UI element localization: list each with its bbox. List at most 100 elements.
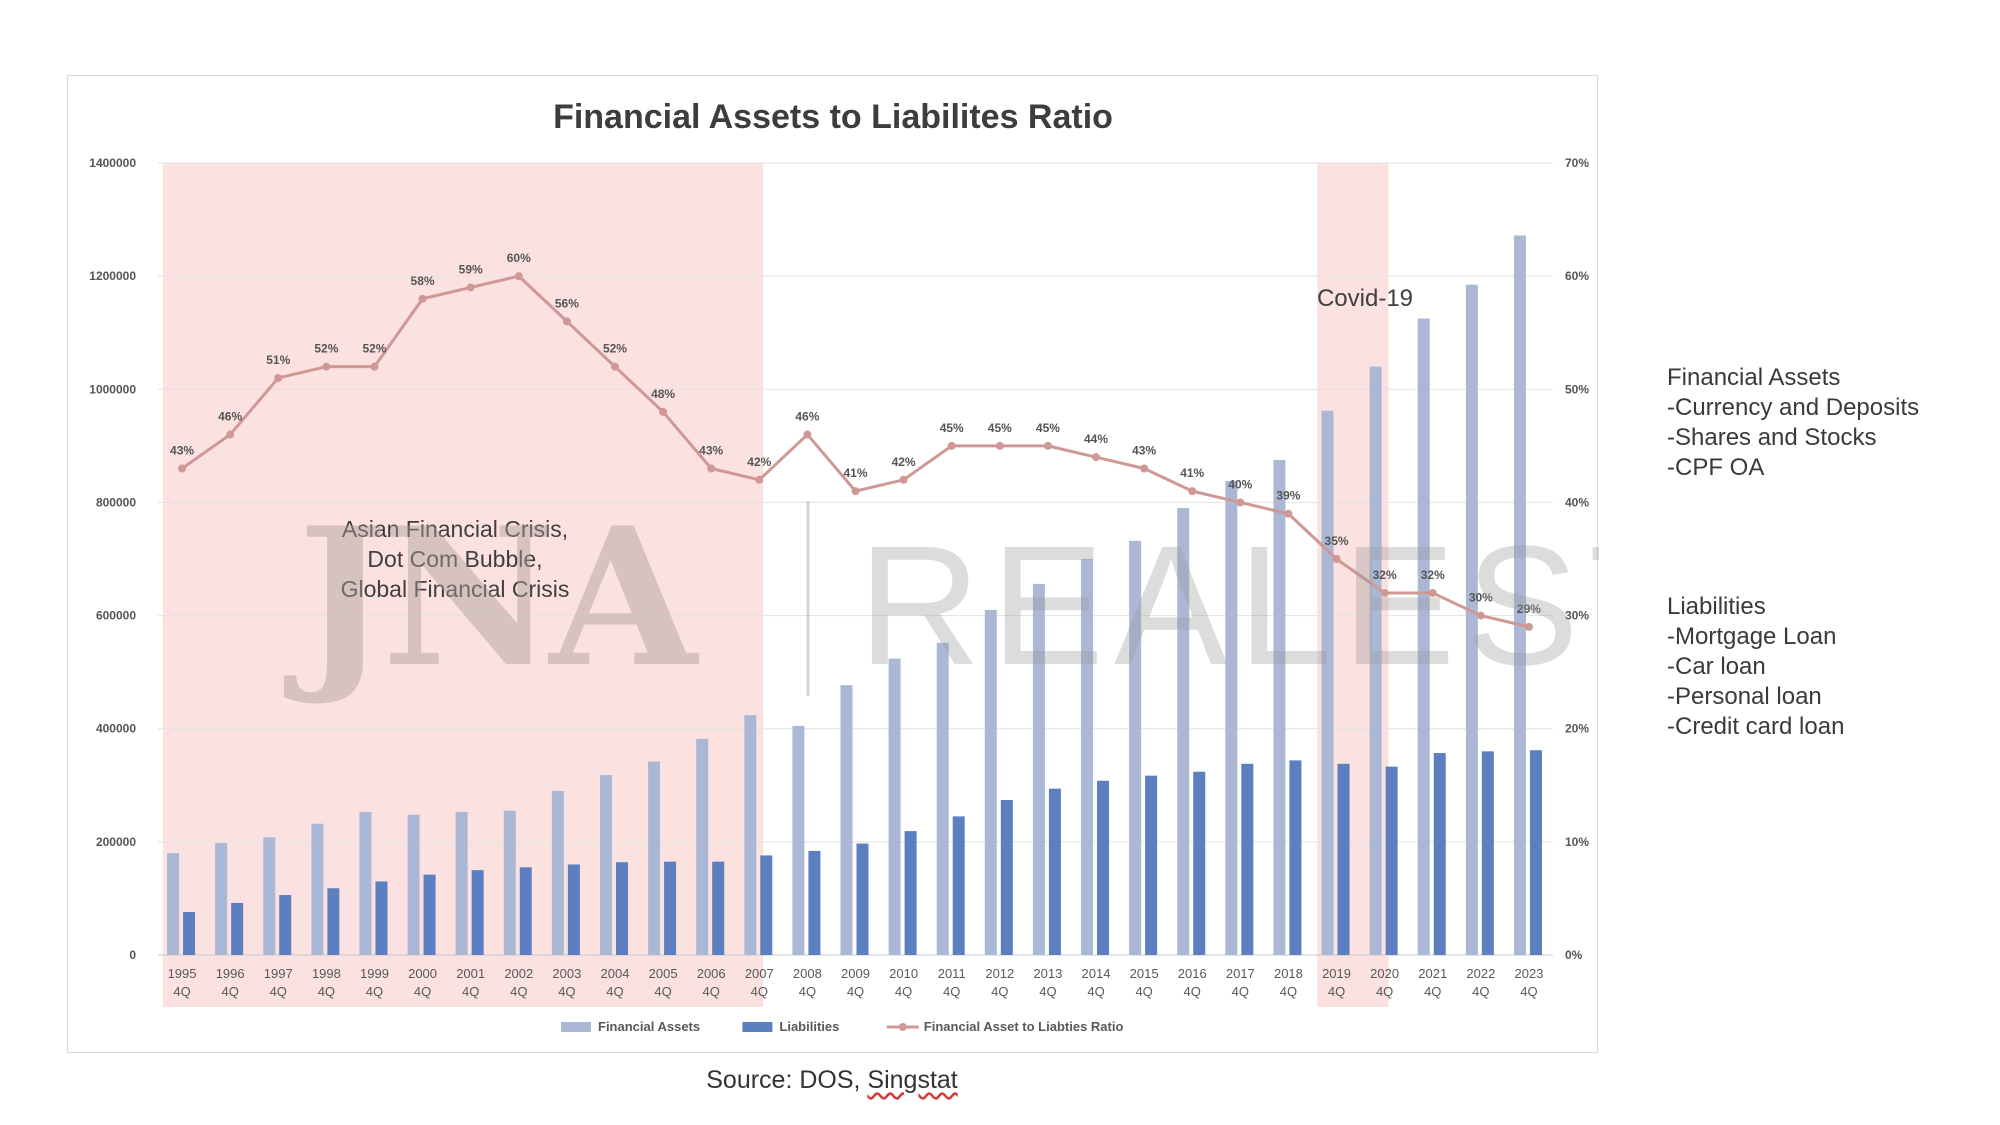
legend-swatch bbox=[561, 1022, 591, 1032]
ratio-point bbox=[1284, 509, 1293, 518]
ratio-point bbox=[1043, 441, 1052, 450]
x-tick-label: 2003 4Q bbox=[552, 966, 581, 999]
ratio-point bbox=[659, 407, 668, 416]
chart-title: Financial Assets to Liabilites Ratio bbox=[553, 98, 1113, 136]
ratio-point bbox=[178, 464, 187, 473]
liabilities-note-line: -Credit card loan bbox=[1667, 713, 1845, 740]
bar-liabilities bbox=[1145, 775, 1158, 955]
x-tick-label: 2004 4Q bbox=[601, 966, 630, 999]
legend-label: Financial Asset to Liabties Ratio bbox=[924, 1019, 1124, 1034]
bar-financial-assets bbox=[1369, 366, 1382, 956]
x-tick-label: 1996 4Q bbox=[216, 966, 245, 999]
ratio-data-label: 58% bbox=[411, 274, 435, 288]
financial-assets-note-line: -Currency and Deposits bbox=[1667, 394, 1920, 421]
bar-financial-assets bbox=[455, 811, 468, 955]
y-left-tick-label: 1200000 bbox=[89, 269, 136, 283]
ratio-point bbox=[514, 272, 523, 281]
bar-liabilities bbox=[1481, 751, 1494, 955]
ratio-point bbox=[418, 294, 427, 303]
ratio-data-label: 35% bbox=[1325, 534, 1349, 548]
bar-financial-assets bbox=[311, 823, 324, 955]
x-tick-label: 2018 4Q bbox=[1274, 966, 1303, 999]
bar-liabilities bbox=[471, 870, 484, 955]
liabilities-note-line: -Personal loan bbox=[1667, 683, 1822, 710]
ratio-data-label: 43% bbox=[1132, 443, 1156, 457]
watermark-logo: JNA bbox=[284, 486, 700, 709]
source-underlined: Singstat bbox=[867, 1066, 958, 1094]
source-caption: Source: DOS, Singstat bbox=[0, 1066, 1664, 1095]
bar-financial-assets bbox=[1465, 284, 1478, 956]
financial-assets-note-line: -Shares and Stocks bbox=[1667, 424, 1877, 451]
bar-financial-assets bbox=[359, 811, 372, 955]
bar-liabilities bbox=[1000, 799, 1013, 955]
x-tick-label: 1999 4Q bbox=[360, 966, 389, 999]
bar-financial-assets bbox=[696, 738, 709, 955]
bar-liabilities bbox=[1337, 763, 1350, 955]
ratio-data-label: 45% bbox=[988, 421, 1012, 435]
bar-liabilities bbox=[1048, 788, 1061, 955]
bar-liabilities bbox=[1193, 771, 1206, 955]
ratio-data-label: 46% bbox=[218, 410, 242, 424]
bar-liabilities bbox=[375, 881, 388, 955]
y-right-tick-label: 40% bbox=[1565, 495, 1589, 509]
x-tick-label: 2016 4Q bbox=[1178, 966, 1207, 999]
x-tick-label: 2020 4Q bbox=[1370, 966, 1399, 999]
x-tick-label: 2023 4Q bbox=[1514, 966, 1543, 999]
bar-financial-assets bbox=[936, 642, 949, 955]
y-left-tick-label: 400000 bbox=[96, 722, 136, 736]
x-tick-label: 2000 4Q bbox=[408, 966, 437, 999]
bar-financial-assets bbox=[888, 658, 901, 955]
ratio-point bbox=[803, 430, 812, 439]
x-tick-label: 2011 4Q bbox=[938, 966, 966, 999]
source-prefix: Source: DOS, bbox=[706, 1066, 868, 1094]
ratio-point bbox=[610, 362, 619, 371]
bar-liabilities bbox=[519, 867, 532, 955]
y-right-tick-label: 10% bbox=[1565, 835, 1589, 849]
ratio-data-label: 41% bbox=[843, 466, 867, 480]
ratio-point bbox=[995, 441, 1004, 450]
ratio-data-label: 40% bbox=[1228, 477, 1252, 491]
x-tick-label: 2002 4Q bbox=[504, 966, 533, 999]
ratio-data-label: 42% bbox=[892, 455, 916, 469]
chart-frame: 0 0% 200000 10% 400000 20% 600000 30% 800000 40% 1… bbox=[67, 75, 1599, 1053]
ratio-point bbox=[707, 464, 716, 473]
x-tick-label: 2006 4Q bbox=[697, 966, 726, 999]
y-right-tick-label: 0% bbox=[1565, 948, 1583, 962]
ratio-point bbox=[322, 362, 331, 371]
y-right-tick-label: 30% bbox=[1565, 609, 1589, 623]
bar-liabilities bbox=[615, 862, 628, 955]
ratio-data-label: 52% bbox=[603, 342, 627, 356]
ratio-point bbox=[370, 362, 379, 371]
ratio-point bbox=[899, 475, 908, 484]
bar-financial-assets bbox=[984, 609, 997, 955]
ratio-point bbox=[1140, 464, 1149, 473]
ratio-data-label: 32% bbox=[1421, 568, 1445, 582]
bar-financial-assets bbox=[599, 775, 612, 955]
y-left-tick-label: 1400000 bbox=[89, 156, 136, 170]
y-right-tick-label: 20% bbox=[1565, 722, 1589, 736]
x-tick-label: 2007 4Q bbox=[745, 966, 774, 999]
bar-liabilities bbox=[423, 874, 436, 955]
x-tick-label: 2019 4Q bbox=[1322, 966, 1351, 999]
x-tick-label: 2021 4Q bbox=[1418, 966, 1447, 999]
bar-liabilities bbox=[664, 861, 677, 955]
y-left-tick-label: 200000 bbox=[96, 835, 136, 849]
ratio-data-label: 39% bbox=[1276, 489, 1300, 503]
ratio-data-label: 48% bbox=[651, 387, 675, 401]
ratio-point bbox=[1188, 487, 1197, 496]
financial-assets-note: Financial Assets -Currency and Deposits … bbox=[1667, 363, 1919, 483]
bar-liabilities bbox=[952, 816, 965, 955]
bar-financial-assets bbox=[263, 837, 276, 955]
bar-financial-assets bbox=[1032, 583, 1045, 955]
ratio-point bbox=[1428, 588, 1437, 597]
crisis-annotation-line: Dot Com Bubble, bbox=[367, 546, 542, 572]
x-tick-label: 2022 4Q bbox=[1466, 966, 1495, 999]
ratio-data-label: 29% bbox=[1517, 602, 1541, 616]
bar-financial-assets bbox=[1081, 559, 1094, 955]
bar-liabilities bbox=[1097, 780, 1110, 955]
ratio-data-label: 52% bbox=[314, 342, 338, 356]
liabilities-note-line: -Car loan bbox=[1667, 653, 1766, 680]
x-tick-label: 2001 4Q bbox=[456, 966, 485, 999]
bar-liabilities bbox=[1529, 750, 1542, 955]
bar-liabilities bbox=[1289, 760, 1302, 955]
